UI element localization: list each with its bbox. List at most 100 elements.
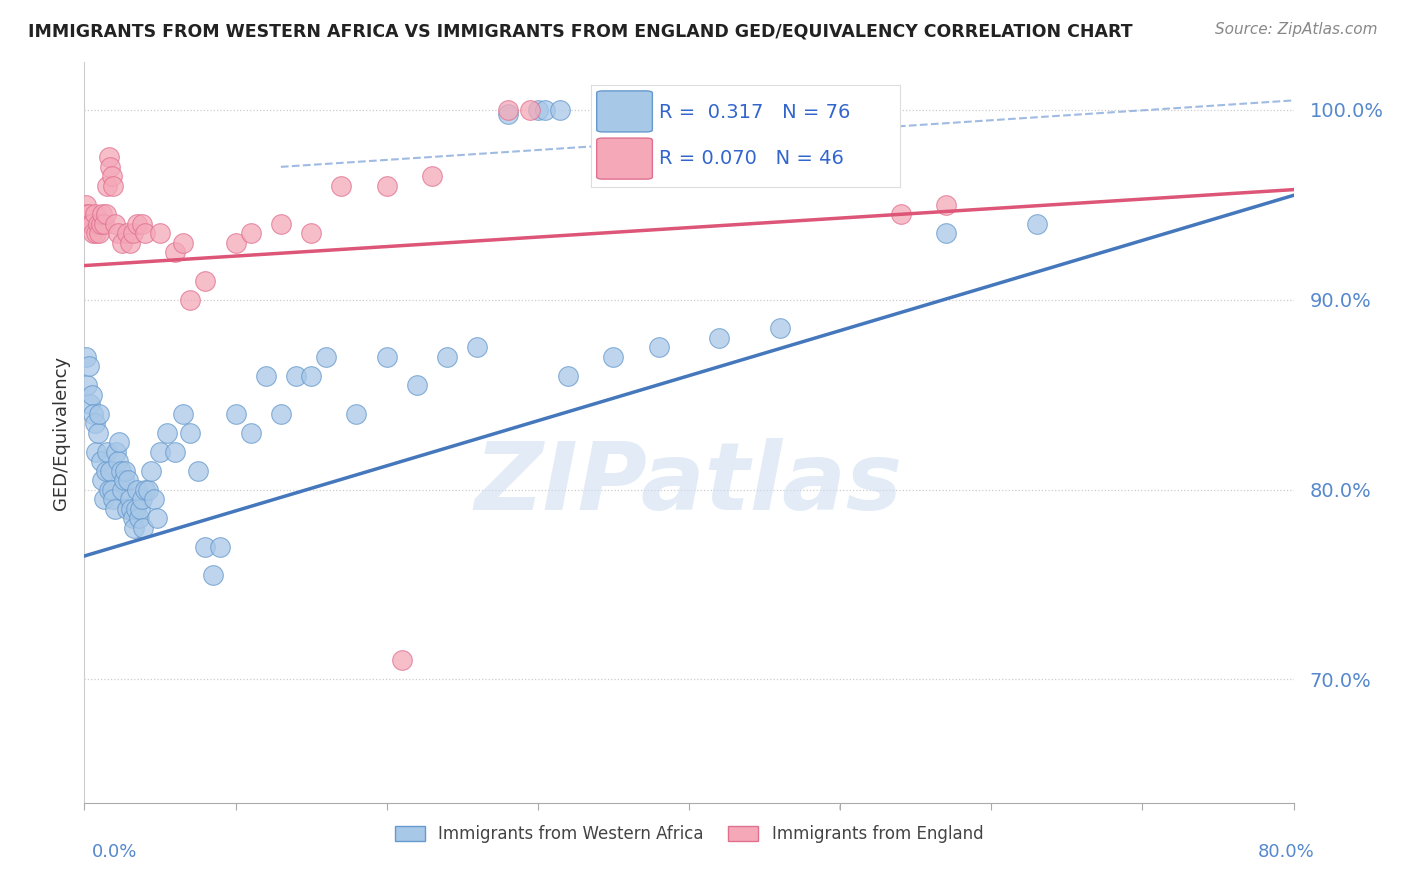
Point [270,217,292,231]
Point [104,217,127,231]
Point [118,235,141,250]
Point [84,416,107,430]
Point [194,540,217,554]
Point [76,207,98,221]
Point [270,407,292,421]
Point [112,473,135,487]
Point [90,454,112,468]
Point [131,217,153,231]
Point [118,491,141,506]
Point [239,227,262,241]
Point [93,217,115,231]
Point [101,491,124,506]
Point [527,103,550,117]
Point [149,227,172,241]
Point [420,169,443,184]
Text: 0.0%: 0.0% [91,843,136,861]
Point [111,483,134,497]
Point [209,540,232,554]
Point [127,483,149,497]
Point [391,653,413,667]
Point [146,511,169,525]
Point [94,464,117,478]
Point [91,473,114,487]
Y-axis label: GED/Equivalency: GED/Equivalency [52,356,70,509]
Point [122,520,145,534]
Point [935,198,957,212]
Point [132,520,155,534]
Point [82,407,104,421]
Point [467,340,489,354]
Point [97,483,120,497]
Point [165,444,187,458]
Point [117,473,139,487]
Point [890,207,912,221]
Text: R = 0.070   N = 46: R = 0.070 N = 46 [658,149,844,168]
Point [76,378,98,392]
Point [107,454,129,468]
Point [121,511,143,525]
Point [1025,217,1047,231]
Point [86,227,108,241]
Point [131,491,153,506]
Point [108,435,131,450]
Point [128,511,150,525]
Point [93,491,115,506]
Point [101,178,124,193]
Point [134,483,156,497]
Point [375,178,398,193]
Point [115,501,138,516]
Point [346,407,368,421]
Point [75,350,97,364]
Point [105,444,128,458]
FancyBboxPatch shape [596,138,652,179]
Point [75,198,97,212]
Point [91,207,114,221]
Point [496,103,519,117]
Point [534,103,557,117]
Point [299,368,322,383]
Point [156,425,179,440]
Point [299,227,322,241]
Point [769,321,792,335]
Point [87,217,110,231]
Point [90,217,112,231]
Point [114,464,136,478]
Point [194,274,217,288]
Point [87,425,110,440]
Point [80,387,103,401]
Point [134,227,156,241]
Point [115,227,138,241]
Point [315,350,337,364]
Point [330,178,353,193]
Point [89,227,111,241]
Point [121,227,143,241]
Point [165,245,187,260]
Text: 80.0%: 80.0% [1258,843,1315,861]
Point [648,340,671,354]
Point [139,464,162,478]
Point [201,568,224,582]
Text: Source: ZipAtlas.com: Source: ZipAtlas.com [1215,22,1378,37]
Point [519,103,541,117]
Point [107,227,129,241]
Point [436,350,458,364]
Point [89,407,111,421]
Text: ZIPatlas: ZIPatlas [475,439,903,531]
Point [225,407,247,421]
Point [98,160,121,174]
Point [406,378,429,392]
Point [104,501,127,516]
Point [79,397,101,411]
Point [111,235,134,250]
Point [179,293,201,307]
Point [375,350,398,364]
Point [285,368,308,383]
Legend: Immigrants from Western Africa, Immigrants from England: Immigrants from Western Africa, Immigran… [388,819,990,850]
Point [127,217,149,231]
Point [602,350,624,364]
Point [550,103,572,117]
FancyBboxPatch shape [596,91,652,132]
Point [187,464,209,478]
Point [935,227,957,241]
